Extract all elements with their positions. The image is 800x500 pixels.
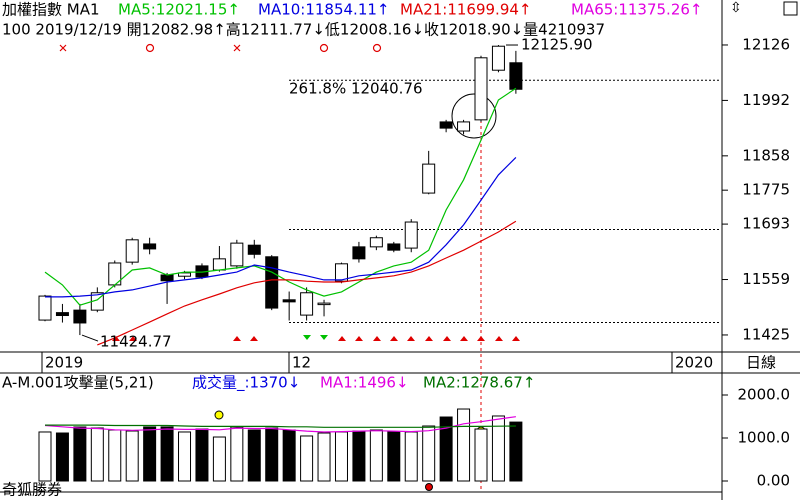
y-tick-label: 11992 bbox=[742, 91, 790, 109]
volume-bar bbox=[457, 408, 471, 482]
candle-body bbox=[282, 299, 296, 303]
candle-body bbox=[422, 163, 436, 194]
candle-body bbox=[73, 309, 87, 324]
y-tick-label: 2000.0 bbox=[738, 386, 791, 404]
y-tick-label: 11425 bbox=[742, 325, 790, 343]
candle-body bbox=[369, 237, 383, 248]
candle-body bbox=[334, 263, 348, 282]
candle-body bbox=[230, 242, 244, 267]
candle-body bbox=[491, 45, 505, 71]
volume-bar bbox=[282, 429, 296, 482]
legend-volume: 成交量_:1370↓ bbox=[192, 374, 300, 393]
volume-bar bbox=[509, 421, 523, 482]
ma-line bbox=[45, 424, 516, 428]
volume-bar bbox=[247, 429, 261, 482]
low-pointer bbox=[81, 334, 99, 342]
candle-body bbox=[265, 256, 279, 309]
legend-ma21: MA21:11699.94↑ bbox=[400, 1, 531, 19]
volume-bar bbox=[55, 432, 69, 482]
candle-body bbox=[352, 246, 366, 260]
signal-dot bbox=[425, 483, 433, 491]
candle-body bbox=[247, 244, 261, 255]
y-tick-label: 12126 bbox=[742, 35, 790, 53]
volume-bar bbox=[352, 430, 366, 482]
candle-body bbox=[38, 295, 52, 321]
chart-title: 加權指數 MA1 bbox=[2, 1, 100, 19]
volume-bar bbox=[143, 426, 157, 482]
y-tick-label: 11775 bbox=[742, 181, 790, 199]
legend-ma10: MA10:11854.11↑ bbox=[258, 1, 389, 19]
volume-bar bbox=[422, 425, 436, 482]
candle-body bbox=[404, 221, 418, 249]
volume-bar bbox=[195, 428, 209, 482]
legend-vol-ma2: MA2:1278.67↑ bbox=[423, 374, 535, 392]
volume-bar bbox=[387, 431, 401, 482]
candle-body bbox=[178, 272, 192, 277]
volume-bar bbox=[178, 431, 192, 482]
buy-signals bbox=[112, 336, 520, 341]
volume-bar bbox=[108, 429, 122, 482]
candle-body bbox=[143, 243, 157, 250]
y-tick-label: 1000.0 bbox=[738, 429, 791, 447]
signal-markers bbox=[59, 43, 382, 53]
y-tick-label: 0.00 bbox=[757, 472, 790, 490]
scroll-icon[interactable]: ⇳ bbox=[730, 0, 742, 16]
candle-body bbox=[125, 239, 139, 263]
y-tick-label: 11559 bbox=[742, 270, 790, 288]
candle-body bbox=[509, 62, 523, 90]
volume-bar bbox=[474, 428, 488, 482]
candle-body bbox=[474, 57, 488, 121]
ma-line bbox=[97, 220, 517, 346]
candle-body bbox=[387, 243, 401, 251]
ma-line bbox=[45, 156, 517, 298]
candle-body bbox=[212, 258, 226, 271]
volume-bar bbox=[317, 432, 331, 482]
x-tick-label: 12 bbox=[292, 354, 311, 372]
candle-body bbox=[317, 302, 331, 306]
volume-bar bbox=[73, 426, 87, 482]
ma-line bbox=[44, 87, 517, 306]
volume-bar bbox=[334, 431, 348, 482]
volume-bar bbox=[265, 427, 279, 482]
volume-bar bbox=[212, 436, 226, 482]
x-tick-label: 2019 bbox=[45, 354, 83, 372]
volume-bar bbox=[90, 427, 104, 482]
candle-body bbox=[439, 121, 453, 129]
volume-bar bbox=[125, 430, 139, 482]
signal-dot bbox=[214, 410, 224, 420]
candle-body bbox=[457, 121, 471, 132]
y-tick-label: 11858 bbox=[742, 146, 790, 164]
legend-ma5: MA5:12021.15↑ bbox=[118, 1, 240, 19]
ohlc-info: 100 2019/12/19 開12082.98↑高12111.77↓低1200… bbox=[2, 21, 605, 39]
low-label: 11424.77 bbox=[100, 333, 172, 351]
sell-signals bbox=[303, 335, 328, 340]
period-label[interactable]: 日線 bbox=[746, 354, 776, 372]
level-label: 261.8% 12040.76 bbox=[289, 80, 423, 98]
volume-bar bbox=[38, 431, 52, 482]
candle-body bbox=[300, 292, 314, 316]
footer-brand: 奇狐勝券 bbox=[2, 481, 62, 499]
x-tick-label: 2020 bbox=[675, 354, 713, 372]
y-tick-label: 11693 bbox=[742, 215, 790, 233]
volume-bar bbox=[491, 415, 505, 482]
volume-bar bbox=[160, 426, 174, 482]
volume-bar bbox=[300, 435, 314, 482]
volume-bar bbox=[369, 429, 383, 482]
candle-body bbox=[55, 312, 69, 317]
high-label: 12125.90 bbox=[521, 36, 593, 54]
volume-bar bbox=[230, 426, 244, 482]
ma-line bbox=[44, 416, 516, 433]
candle-body bbox=[160, 274, 174, 282]
volume-title: A-M.001攻擊量(5,21) bbox=[2, 374, 154, 392]
volume-bar bbox=[439, 416, 453, 482]
legend-vol-ma1: MA1:1496↓ bbox=[320, 374, 409, 392]
window-button[interactable] bbox=[783, 1, 798, 16]
volume-bar bbox=[404, 431, 418, 482]
legend-ma65: MA65:11375.26↑ bbox=[571, 1, 702, 19]
highlight-circle bbox=[451, 93, 497, 139]
